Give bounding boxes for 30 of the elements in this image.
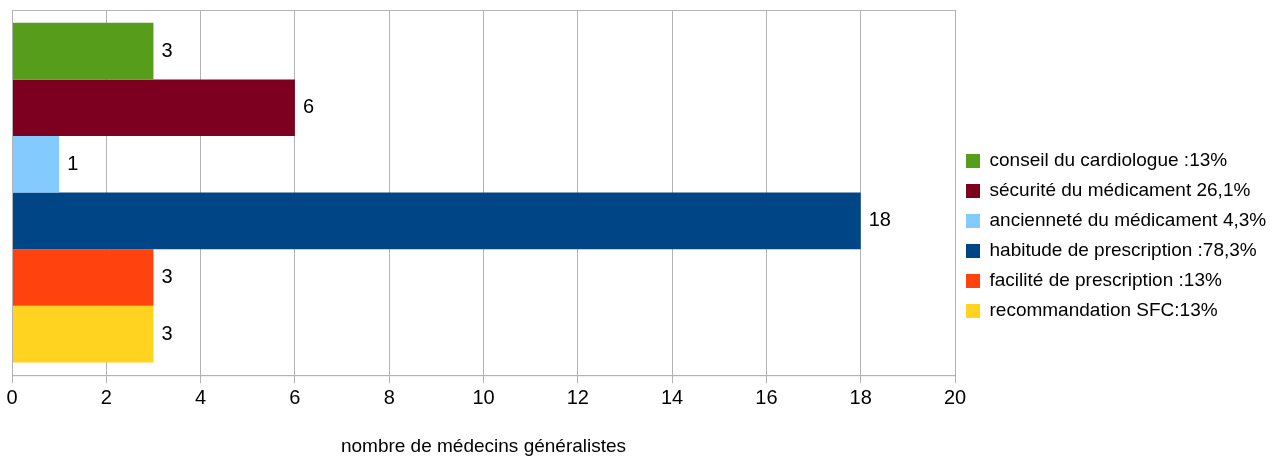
x-tick-label: 2: [100, 385, 112, 408]
legend-label: facilité de prescription :13%: [989, 269, 1222, 291]
x-tick-label: 12: [566, 385, 589, 408]
legend-label: conseil du cardiologue :13%: [989, 149, 1228, 171]
x-tick-label: 8: [383, 385, 395, 408]
legend-label: recommandation SFC:13%: [989, 299, 1218, 321]
data-label: 18: [868, 208, 891, 231]
x-axis-title: nombre de médecins généralistes: [340, 434, 627, 456]
x-tick-label: 0: [6, 385, 18, 408]
bar: [12, 305, 154, 363]
x-tick-label: 6: [289, 385, 301, 408]
x-tick-label: 14: [660, 385, 684, 408]
bar: [12, 192, 861, 250]
data-label: 3: [161, 265, 173, 288]
bar: [12, 249, 154, 306]
data-label: 3: [161, 38, 173, 61]
data-label: 3: [161, 321, 173, 344]
x-tick-label: 4: [195, 385, 207, 408]
bar: [12, 79, 295, 136]
data-label: 1: [67, 151, 79, 174]
x-tick-label: 10: [472, 385, 495, 408]
x-tick-label: 16: [755, 385, 778, 408]
bar: [12, 135, 60, 193]
legend-label: habitude de prescription :78,3%: [989, 239, 1257, 261]
data-label: 6: [302, 95, 315, 118]
legend-label: sécurité du médicament 26,1%: [989, 179, 1251, 201]
x-tick-label: 20: [943, 385, 967, 408]
x-tick-label: 18: [849, 385, 872, 408]
bar: [12, 22, 154, 80]
legend-label: ancienneté du médicament 4,3%: [989, 209, 1267, 231]
